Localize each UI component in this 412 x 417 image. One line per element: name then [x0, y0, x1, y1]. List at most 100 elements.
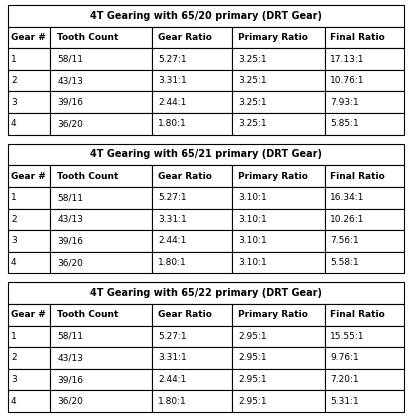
Bar: [232, 326, 325, 347]
Bar: [325, 347, 404, 369]
Bar: [232, 304, 325, 326]
Bar: [8, 252, 50, 273]
Bar: [152, 347, 232, 369]
Bar: [325, 48, 404, 70]
Text: 3.10:1: 3.10:1: [238, 215, 267, 224]
Bar: [152, 113, 232, 135]
Bar: [8, 48, 50, 70]
Bar: [152, 390, 232, 412]
Bar: [152, 326, 232, 347]
Text: 43/13: 43/13: [57, 354, 83, 362]
Bar: [50, 304, 152, 326]
Text: 7.20:1: 7.20:1: [330, 375, 359, 384]
Bar: [152, 369, 232, 390]
Bar: [8, 208, 50, 230]
Text: 3.25:1: 3.25:1: [238, 98, 267, 107]
Text: 3.25:1: 3.25:1: [238, 119, 267, 128]
Text: 4: 4: [11, 397, 16, 406]
Text: 5.85:1: 5.85:1: [330, 119, 359, 128]
Bar: [152, 165, 232, 187]
Bar: [8, 113, 50, 135]
Text: 3.25:1: 3.25:1: [238, 76, 267, 85]
Text: 1: 1: [11, 55, 16, 63]
Text: 43/13: 43/13: [57, 215, 83, 224]
Text: 4T Gearing with 65/20 primary (DRT Gear): 4T Gearing with 65/20 primary (DRT Gear): [90, 11, 322, 21]
Text: 36/20: 36/20: [57, 258, 83, 267]
Text: 1: 1: [11, 332, 16, 341]
Bar: [8, 230, 50, 252]
Text: 1: 1: [11, 193, 16, 202]
Bar: [152, 230, 232, 252]
Text: 17.13:1: 17.13:1: [330, 55, 365, 63]
Bar: [8, 144, 404, 165]
Bar: [152, 91, 232, 113]
Text: 3.31:1: 3.31:1: [158, 76, 187, 85]
Bar: [8, 187, 50, 208]
Text: Gear #: Gear #: [11, 33, 46, 42]
Bar: [232, 165, 325, 187]
Text: 2: 2: [11, 354, 16, 362]
Text: 3.10:1: 3.10:1: [238, 236, 267, 246]
Text: 10.26:1: 10.26:1: [330, 215, 365, 224]
Text: 5.27:1: 5.27:1: [158, 332, 187, 341]
Bar: [152, 27, 232, 48]
Text: Tooth Count: Tooth Count: [57, 310, 119, 319]
Bar: [8, 326, 50, 347]
Text: 39/16: 39/16: [57, 98, 83, 107]
Bar: [8, 282, 404, 304]
Text: 10.76:1: 10.76:1: [330, 76, 365, 85]
Text: 39/16: 39/16: [57, 375, 83, 384]
Bar: [232, 91, 325, 113]
Text: 2.95:1: 2.95:1: [238, 375, 267, 384]
Text: 5.27:1: 5.27:1: [158, 55, 187, 63]
Text: Gear #: Gear #: [11, 310, 46, 319]
Text: 5.31:1: 5.31:1: [330, 397, 359, 406]
Text: 15.55:1: 15.55:1: [330, 332, 365, 341]
Text: Gear Ratio: Gear Ratio: [158, 171, 212, 181]
Bar: [325, 252, 404, 273]
Text: 43/13: 43/13: [57, 76, 83, 85]
Bar: [50, 48, 152, 70]
Bar: [232, 113, 325, 135]
Text: 3: 3: [11, 236, 16, 246]
Text: 3.10:1: 3.10:1: [238, 193, 267, 202]
Bar: [50, 91, 152, 113]
Bar: [325, 165, 404, 187]
Text: 16.34:1: 16.34:1: [330, 193, 365, 202]
Text: 58/11: 58/11: [57, 55, 83, 63]
Bar: [8, 70, 50, 91]
Text: 7.56:1: 7.56:1: [330, 236, 359, 246]
Text: 5.58:1: 5.58:1: [330, 258, 359, 267]
Text: Final Ratio: Final Ratio: [330, 171, 385, 181]
Bar: [50, 70, 152, 91]
Text: 1.80:1: 1.80:1: [158, 397, 187, 406]
Text: 4: 4: [11, 119, 16, 128]
Bar: [8, 27, 50, 48]
Bar: [232, 70, 325, 91]
Text: 58/11: 58/11: [57, 332, 83, 341]
Text: Final Ratio: Final Ratio: [330, 310, 385, 319]
Text: 3.10:1: 3.10:1: [238, 258, 267, 267]
Text: 5.27:1: 5.27:1: [158, 193, 187, 202]
Text: Final Ratio: Final Ratio: [330, 33, 385, 42]
Bar: [325, 326, 404, 347]
Text: 7.93:1: 7.93:1: [330, 98, 359, 107]
Bar: [232, 208, 325, 230]
Bar: [152, 187, 232, 208]
Bar: [50, 369, 152, 390]
Text: 2.44:1: 2.44:1: [158, 236, 186, 246]
Text: Primary Ratio: Primary Ratio: [238, 171, 308, 181]
Bar: [50, 230, 152, 252]
Bar: [325, 304, 404, 326]
Bar: [232, 347, 325, 369]
Bar: [232, 230, 325, 252]
Bar: [8, 165, 50, 187]
Text: 3.31:1: 3.31:1: [158, 215, 187, 224]
Text: Gear #: Gear #: [11, 171, 46, 181]
Text: 2.95:1: 2.95:1: [238, 397, 267, 406]
Text: Primary Ratio: Primary Ratio: [238, 33, 308, 42]
Bar: [152, 48, 232, 70]
Bar: [232, 187, 325, 208]
Text: 2: 2: [11, 215, 16, 224]
Bar: [8, 369, 50, 390]
